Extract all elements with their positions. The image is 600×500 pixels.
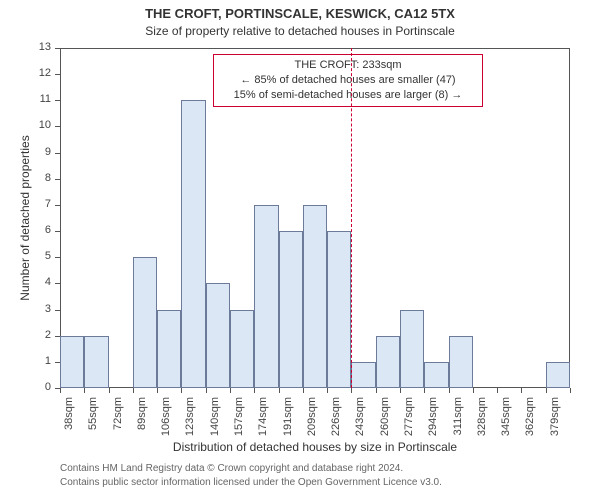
histogram-bar <box>400 310 424 388</box>
x-tick <box>327 388 328 393</box>
histogram-bar <box>157 310 181 388</box>
y-tick-label: 10 <box>27 120 51 131</box>
chart-subtitle: Size of property relative to detached ho… <box>0 24 600 38</box>
reference-line <box>351 48 352 388</box>
x-tick <box>303 388 304 393</box>
chart-container: THE CROFT, PORTINSCALE, KESWICK, CA12 5T… <box>0 0 600 500</box>
x-tick-label: 277sqm <box>404 397 415 452</box>
annotation-box: THE CROFT: 233sqm ← 85% of detached hous… <box>213 54 483 107</box>
x-tick <box>570 388 571 393</box>
x-tick-label: 243sqm <box>355 397 366 452</box>
histogram-bar <box>424 362 448 388</box>
histogram-bar <box>206 283 230 388</box>
y-tick <box>55 205 60 206</box>
x-tick <box>521 388 522 393</box>
y-tick <box>55 283 60 284</box>
y-tick-label: 3 <box>27 304 51 315</box>
histogram-bar <box>254 205 278 388</box>
y-tick-label: 13 <box>27 42 51 53</box>
x-tick <box>279 388 280 393</box>
x-tick-label: 294sqm <box>428 397 439 452</box>
footer-line: Contains public sector information licen… <box>60 476 442 490</box>
x-tick-label: 362sqm <box>525 397 536 452</box>
histogram-bar <box>351 362 375 388</box>
x-tick <box>84 388 85 393</box>
histogram-bar <box>279 231 303 388</box>
annotation-line: THE CROFT: 233sqm <box>220 58 476 73</box>
x-tick-label: 209sqm <box>307 397 318 452</box>
x-tick <box>351 388 352 393</box>
y-tick <box>55 126 60 127</box>
y-tick <box>55 100 60 101</box>
x-tick-label: 260sqm <box>380 397 391 452</box>
histogram-bar <box>230 310 254 388</box>
y-tick-label: 4 <box>27 277 51 288</box>
histogram-bar <box>133 257 157 388</box>
x-tick <box>449 388 450 393</box>
y-tick-label: 12 <box>27 68 51 79</box>
histogram-bar <box>60 336 84 388</box>
y-tick-label: 7 <box>27 199 51 210</box>
x-tick-label: 55sqm <box>88 397 99 452</box>
x-tick-label: 311sqm <box>453 397 464 452</box>
histogram-bar <box>327 231 351 388</box>
y-tick <box>55 310 60 311</box>
x-tick-label: 38sqm <box>64 397 75 452</box>
x-tick <box>181 388 182 393</box>
x-tick <box>133 388 134 393</box>
annotation-line: ← 85% of detached houses are smaller (47… <box>220 73 476 88</box>
histogram-bar <box>376 336 400 388</box>
y-tick-label: 1 <box>27 356 51 367</box>
y-tick-label: 11 <box>27 94 51 105</box>
y-tick-label: 0 <box>27 382 51 393</box>
x-tick-label: 72sqm <box>113 397 124 452</box>
x-tick <box>254 388 255 393</box>
chart-title: THE CROFT, PORTINSCALE, KESWICK, CA12 5T… <box>0 6 600 21</box>
footer-attribution: Contains HM Land Registry data © Crown c… <box>60 462 442 489</box>
y-tick-label: 2 <box>27 330 51 341</box>
x-tick <box>206 388 207 393</box>
y-tick <box>55 74 60 75</box>
x-tick-label: 106sqm <box>161 397 172 452</box>
histogram-bar <box>84 336 108 388</box>
annotation-line: 15% of semi-detached houses are larger (… <box>220 88 476 103</box>
x-tick <box>376 388 377 393</box>
y-tick-label: 9 <box>27 147 51 158</box>
histogram-bar <box>449 336 473 388</box>
x-tick-label: 328sqm <box>477 397 488 452</box>
y-tick <box>55 179 60 180</box>
x-tick <box>424 388 425 393</box>
x-tick-label: 226sqm <box>331 397 342 452</box>
x-tick-label: 379sqm <box>550 397 561 452</box>
x-tick-label: 89sqm <box>137 397 148 452</box>
x-tick-label: 191sqm <box>283 397 294 452</box>
x-tick <box>546 388 547 393</box>
y-tick-label: 8 <box>27 173 51 184</box>
histogram-bar <box>181 100 205 388</box>
x-tick <box>109 388 110 393</box>
y-tick-label: 6 <box>27 225 51 236</box>
y-tick <box>55 257 60 258</box>
x-tick <box>60 388 61 393</box>
x-tick-label: 123sqm <box>185 397 196 452</box>
x-tick-label: 174sqm <box>258 397 269 452</box>
footer-line: Contains HM Land Registry data © Crown c… <box>60 462 442 476</box>
y-tick-label: 5 <box>27 251 51 262</box>
y-tick <box>55 153 60 154</box>
x-tick <box>157 388 158 393</box>
histogram-bar <box>546 362 570 388</box>
x-tick <box>400 388 401 393</box>
x-tick <box>230 388 231 393</box>
y-tick <box>55 231 60 232</box>
x-tick <box>497 388 498 393</box>
x-tick-label: 345sqm <box>501 397 512 452</box>
x-tick-label: 157sqm <box>234 397 245 452</box>
x-tick <box>473 388 474 393</box>
histogram-bar <box>303 205 327 388</box>
x-tick-label: 140sqm <box>210 397 221 452</box>
y-tick <box>55 48 60 49</box>
